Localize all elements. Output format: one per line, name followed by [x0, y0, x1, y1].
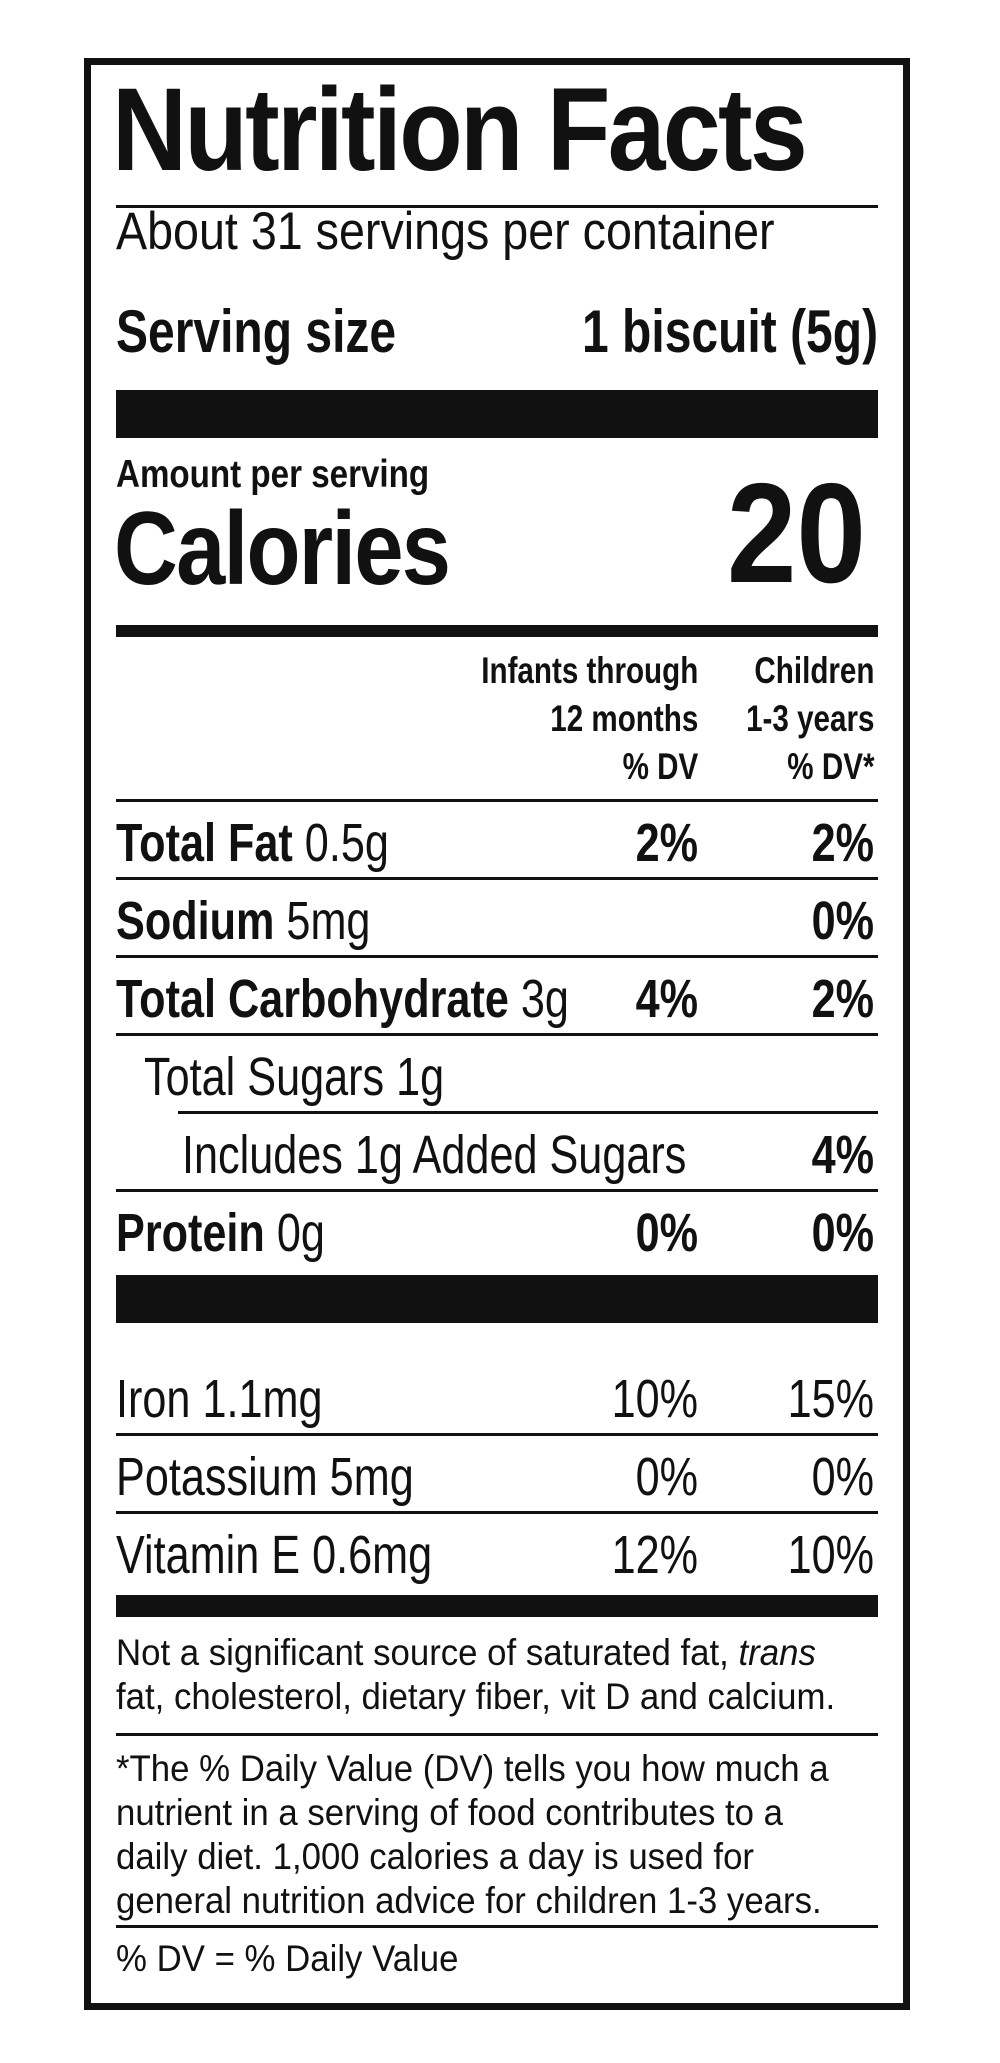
divider	[116, 1511, 878, 1514]
serving-size-label: Serving size	[116, 298, 397, 365]
infant-dv: 0%	[635, 1203, 698, 1263]
nutrition-facts-panel: Nutrition Facts About 31 servings per co…	[84, 58, 910, 2010]
nutrient-amount: 0g	[276, 1203, 325, 1263]
nutrient-name: Protein 0g	[116, 1203, 325, 1263]
column-header-infants-line3: % DV	[622, 746, 698, 787]
nutrient-name: Total Carbohydrate 3g	[116, 969, 569, 1029]
amount-per-serving: Amount per serving	[116, 453, 430, 496]
nutrient-label: Total Fat	[116, 813, 293, 873]
infant-dv: 12%	[611, 1525, 698, 1585]
nutrient-row-sodium: Sodium 5mg 0%	[116, 880, 878, 958]
nutrient-row-protein: Protein 0g 0% 0%	[116, 1192, 878, 1270]
panel-title: Nutrition Facts	[112, 64, 808, 196]
child-dv: 10%	[787, 1525, 874, 1585]
serving-size-value: 1 biscuit (5g)	[581, 298, 878, 365]
vitamin-label: Vitamin E 0.6mg	[116, 1525, 433, 1585]
nutrient-amount: 5mg	[286, 891, 371, 951]
calories-value: 20	[727, 454, 866, 613]
infant-dv: 2%	[635, 813, 698, 873]
medium-divider	[116, 625, 878, 637]
nutrient-row-added-sugars: Includes 1g Added Sugars 4%	[116, 1114, 878, 1192]
vitamin-row-potassium: Potassium 5mg 0% 0%	[116, 1436, 878, 1514]
divider	[116, 1189, 878, 1192]
indented-divider	[178, 1111, 878, 1114]
column-header-infants-line2: 12 months	[549, 698, 698, 739]
nutrient-row-total-fat: Total Fat 0.5g 2% 2%	[116, 802, 878, 880]
nutrient-label: Total Sugars 1g	[144, 1047, 445, 1107]
divider	[116, 205, 878, 208]
infant-dv: 0%	[635, 1447, 698, 1507]
nutrient-label: Includes 1g Added Sugars	[182, 1125, 687, 1185]
column-header-children-line2: 1-3 years	[745, 698, 874, 739]
daily-value-footnote: *The % Daily Value (DV) tells you how mu…	[116, 1748, 829, 1921]
not-significant-prefix: Not a significant source of saturated fa…	[116, 1632, 729, 1673]
nutrient-label: Sodium	[116, 891, 275, 951]
column-header-children-line3: % DV*	[786, 746, 874, 787]
infant-dv: 4%	[635, 969, 698, 1029]
daily-value-definition: % DV = % Daily Value	[116, 1938, 459, 1979]
nutrient-name: Sodium 5mg	[116, 891, 371, 951]
nutrient-label: Total Carbohydrate	[116, 969, 509, 1029]
not-significant-italic: trans	[738, 1632, 816, 1673]
divider	[116, 877, 878, 880]
vitamin-label: Iron 1.1mg	[116, 1369, 323, 1429]
child-dv: 0%	[811, 1203, 874, 1263]
column-header-children: Children 1-3 years % DV*	[746, 647, 874, 791]
infant-dv: 10%	[611, 1369, 698, 1429]
divider	[116, 955, 878, 958]
child-dv: 4%	[811, 1125, 874, 1185]
divider	[116, 1033, 878, 1036]
nutrient-name: Total Fat 0.5g	[116, 813, 389, 873]
servings-per-container: About 31 servings per container	[116, 202, 775, 261]
divider	[116, 799, 878, 802]
vitamin-label: Potassium 5mg	[116, 1447, 414, 1507]
child-dv: 0%	[811, 891, 874, 951]
vitamin-row-iron: Iron 1.1mg 10% 15%	[116, 1358, 878, 1436]
medium-divider	[116, 1595, 878, 1617]
divider	[116, 1733, 878, 1736]
column-header-infants: Infants through 12 months % DV	[481, 647, 698, 791]
nutrient-label: Protein	[116, 1203, 265, 1263]
divider	[116, 1925, 878, 1928]
not-significant-suffix: fat, cholesterol, dietary fiber, vit D a…	[116, 1676, 836, 1717]
child-dv: 2%	[811, 969, 874, 1029]
nutrient-amount: 0.5g	[304, 813, 389, 873]
column-header-children-line1: Children	[753, 650, 874, 691]
calories-label: Calories	[114, 491, 451, 607]
child-dv: 2%	[811, 813, 874, 873]
vitamin-row-vitamin-e: Vitamin E 0.6mg 12% 10%	[116, 1514, 878, 1592]
child-dv: 0%	[811, 1447, 874, 1507]
column-header-infants-line1: Infants through	[480, 650, 698, 691]
nutrient-row-total-sugars: Total Sugars 1g	[116, 1036, 878, 1114]
not-significant-note: Not a significant source of saturated fa…	[116, 1631, 859, 1719]
child-dv: 15%	[787, 1369, 874, 1429]
divider	[116, 1433, 878, 1436]
thick-divider	[116, 390, 878, 438]
nutrient-amount: 3g	[520, 969, 569, 1029]
thick-divider	[116, 1275, 878, 1323]
nutrient-row-total-carbohydrate: Total Carbohydrate 3g 4% 2%	[116, 958, 878, 1036]
